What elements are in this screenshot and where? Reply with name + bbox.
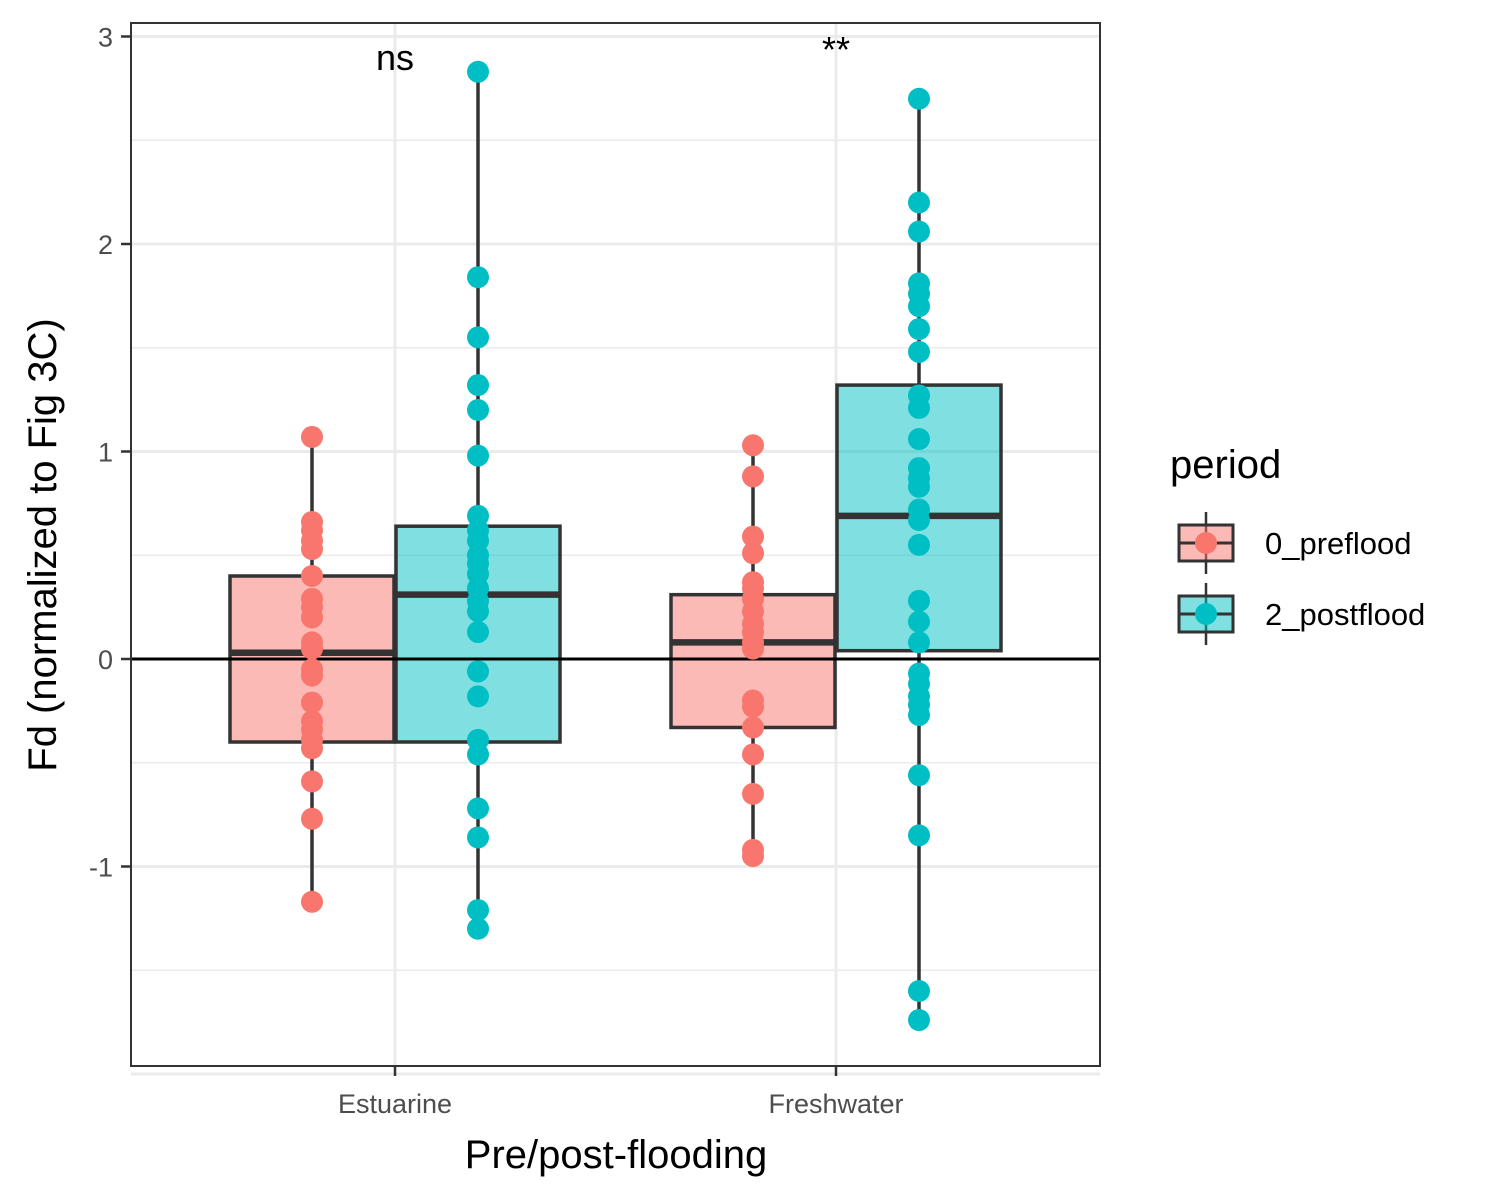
data-point <box>908 980 930 1002</box>
data-point <box>742 525 764 548</box>
y-axis-title: Fd (normalized to Fig 3C) <box>21 318 65 771</box>
data-point <box>908 87 930 110</box>
data-point <box>301 565 323 587</box>
data-point <box>467 826 489 849</box>
data-point <box>908 589 930 612</box>
legend-label-0_preflood: 0_preflood <box>1265 526 1412 561</box>
data-point <box>742 743 764 766</box>
data-point <box>908 631 930 654</box>
panel-border <box>130 22 1101 1067</box>
legend-title: period <box>1170 443 1281 487</box>
data-point <box>467 60 489 83</box>
data-point <box>467 266 489 289</box>
data-point <box>301 637 323 660</box>
data-point <box>908 533 930 556</box>
data-point <box>908 1009 930 1032</box>
legend-label-2_postflood: 2_postflood <box>1265 597 1425 632</box>
data-point <box>908 295 930 318</box>
data-point <box>742 542 764 565</box>
data-point <box>467 917 489 940</box>
y-tick-label: 3 <box>98 23 113 53</box>
data-point <box>467 685 489 708</box>
data-point <box>908 704 930 727</box>
data-point <box>467 660 489 683</box>
data-point <box>908 428 930 451</box>
data-point <box>301 664 323 687</box>
y-tick-label: 2 <box>98 230 113 260</box>
significance-label-freshwater: ** <box>822 29 850 70</box>
x-axis-title: Pre/post-flooding <box>465 1133 767 1177</box>
data-point <box>742 782 764 805</box>
data-point <box>742 434 764 457</box>
data-point <box>908 191 930 214</box>
data-point <box>467 600 489 623</box>
data-point <box>301 890 323 913</box>
data-point <box>908 475 930 498</box>
data-point <box>467 621 489 644</box>
data-point <box>908 610 930 633</box>
data-point <box>908 340 930 363</box>
data-point <box>301 770 323 793</box>
data-point <box>467 374 489 397</box>
data-point <box>742 465 764 488</box>
data-point <box>908 396 930 419</box>
legend-entry-2_postflood: 2_postflood <box>1177 583 1425 645</box>
data-point <box>908 220 930 243</box>
y-tick-label: 1 <box>98 438 113 468</box>
data-point <box>742 845 764 868</box>
data-point <box>467 326 489 349</box>
x-tick-label-estuarine: Estuarine <box>338 1089 452 1119</box>
data-point <box>301 606 323 629</box>
data-point <box>301 425 323 448</box>
points-layer <box>301 60 930 1032</box>
legend-key-point <box>1195 603 1217 625</box>
data-point <box>908 318 930 341</box>
y-tick-label: -1 <box>89 853 113 883</box>
data-point <box>908 824 930 847</box>
legend-entry-0_preflood: 0_preflood <box>1177 512 1412 574</box>
data-point <box>467 399 489 421</box>
data-point <box>301 691 323 714</box>
data-point <box>467 797 489 820</box>
data-point <box>301 807 323 830</box>
data-point <box>742 716 764 739</box>
data-point <box>742 695 764 718</box>
data-point <box>467 444 489 467</box>
legend-key-point <box>1195 532 1217 554</box>
x-tick-label-freshwater: Freshwater <box>768 1089 903 1119</box>
annotations-layer: ns ** <box>376 29 850 78</box>
data-point <box>467 899 489 922</box>
data-point <box>301 538 323 561</box>
data-point <box>908 764 930 787</box>
significance-label-estuarine: ns <box>376 37 414 78</box>
axes-layer: 3 2 1 0 -1 Estuarine Freshwater <box>89 23 904 1120</box>
y-tick-label: 0 <box>98 645 113 675</box>
data-point <box>301 737 323 760</box>
data-point <box>742 637 764 660</box>
data-point <box>908 508 930 531</box>
boxes-layer <box>228 71 1003 1021</box>
data-point <box>467 743 489 766</box>
legend: period 0_preflood 2_postflood <box>1170 443 1425 645</box>
